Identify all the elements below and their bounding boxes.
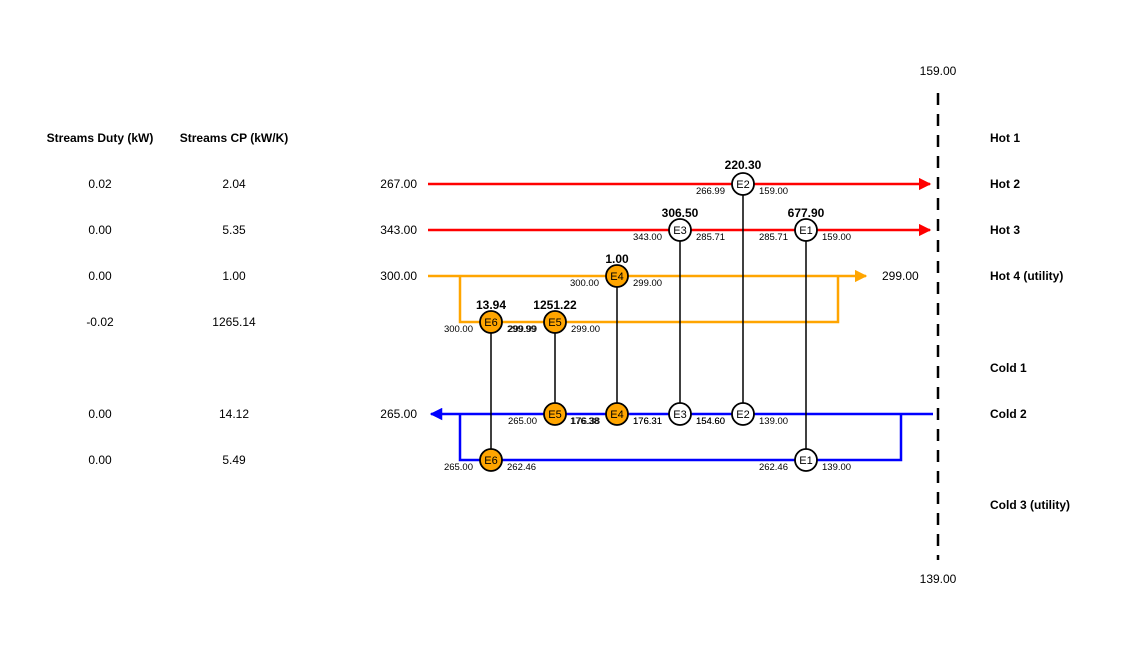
boundary-temp-bottom: 139.00 bbox=[920, 572, 957, 586]
stream-name-cold1: Cold 1 bbox=[990, 361, 1027, 375]
e1-hot-in-temp: 285.71 bbox=[759, 232, 788, 243]
hot4-inlet-temp: 300.00 bbox=[380, 269, 417, 283]
hot2-inlet-temp: 267.00 bbox=[380, 177, 417, 191]
duty-cold2: 0.00 bbox=[88, 407, 112, 421]
e2-hot-node[interactable] bbox=[731, 172, 755, 196]
e1-hot-out-temp: 159.00 bbox=[822, 232, 851, 243]
e5-cold-out-temp: 265.00 bbox=[508, 416, 537, 427]
cp-hot4: 1.00 bbox=[222, 269, 246, 283]
e5-hot-out-temp: 299.00 bbox=[571, 324, 600, 335]
cp-column-header: Streams CP (kW/K) bbox=[180, 131, 288, 145]
duty-hot4-branch: -0.02 bbox=[86, 315, 114, 329]
e3-cold-node[interactable] bbox=[668, 402, 692, 426]
e1-duty: 677.90 bbox=[788, 206, 825, 220]
e4-hot-in-temp: 300.00 bbox=[570, 278, 599, 289]
e2-cold-label: E2 bbox=[736, 409, 749, 421]
e3-cold-in-temp: 154.60 bbox=[696, 416, 725, 427]
e6-cold-label: E6 bbox=[484, 455, 497, 467]
cp-hot3: 5.35 bbox=[222, 223, 246, 237]
cold2-split-branch bbox=[458, 414, 903, 462]
cold2-outlet-temp: 265.00 bbox=[380, 407, 417, 421]
e6-hot-in-temp: 300.00 bbox=[444, 324, 473, 335]
e4-hot-label: E4 bbox=[610, 271, 623, 283]
e6-duty: 13.94 bbox=[476, 298, 506, 312]
e1-cold-out-temp: 262.46 bbox=[759, 462, 788, 473]
e2-hot-in-temp: 266.99 bbox=[696, 186, 725, 197]
e1-cold-node[interactable] bbox=[794, 448, 818, 472]
duty-hot2: 0.02 bbox=[88, 177, 112, 191]
e6-cold-in-temp: 262.46 bbox=[507, 462, 536, 473]
e3-duty: 306.50 bbox=[662, 206, 699, 220]
e5-hot-in-temp: 299.99 bbox=[508, 324, 537, 335]
e5-cold-in-temp: 176.38 bbox=[571, 416, 600, 427]
e2-cold-in-temp: 139.00 bbox=[759, 416, 788, 427]
stream-name-hot2: Hot 2 bbox=[990, 177, 1020, 191]
duty-hot4: 0.00 bbox=[88, 269, 112, 283]
hot3-inlet-temp: 343.00 bbox=[380, 223, 417, 237]
e5-cold-node[interactable] bbox=[543, 402, 567, 426]
e1-hot-label: E1 bbox=[799, 225, 812, 237]
cp-cold2: 14.12 bbox=[219, 407, 249, 421]
stream-name-hot4: Hot 4 (utility) bbox=[990, 269, 1063, 283]
e5-hot-node[interactable] bbox=[543, 310, 567, 334]
e6-cold-out-temp: 265.00 bbox=[444, 462, 473, 473]
cp-hot4-branch: 1265.14 bbox=[212, 315, 256, 329]
e6-hot-label: E6 bbox=[484, 317, 497, 329]
hot4-split-branch bbox=[458, 276, 840, 324]
e4-duty: 1.00 bbox=[605, 252, 629, 266]
stream-name-hot1: Hot 1 bbox=[990, 131, 1020, 145]
e1-hot-node[interactable] bbox=[794, 218, 818, 242]
e1-cold-label: E1 bbox=[799, 455, 812, 467]
stream-name-hot3: Hot 3 bbox=[990, 223, 1020, 237]
e2-hot-label: E2 bbox=[736, 179, 749, 191]
cp-cold2-branch: 5.49 bbox=[222, 453, 246, 467]
e3-hot-label: E3 bbox=[673, 225, 686, 237]
e3-hot-in-temp: 343.00 bbox=[633, 232, 662, 243]
e4-hot-node[interactable] bbox=[605, 264, 629, 288]
e3-hot-out-temp: 285.71 bbox=[696, 232, 725, 243]
e3-cold-label: E3 bbox=[673, 409, 686, 421]
duty-hot3: 0.00 bbox=[88, 223, 112, 237]
e5-hot-label: E5 bbox=[548, 317, 561, 329]
duty-cold2-branch: 0.00 bbox=[88, 453, 112, 467]
e6-cold-node[interactable] bbox=[479, 448, 503, 472]
e3-hot-node[interactable] bbox=[668, 218, 692, 242]
e4-cold-in-temp: 176.31 bbox=[633, 416, 662, 427]
e5-duty: 1251.22 bbox=[533, 298, 577, 312]
e2-cold-out-temp: 154.60 bbox=[696, 416, 725, 427]
e6-hot-out-temp: 299.99 bbox=[507, 324, 536, 335]
e4-cold-label: E4 bbox=[610, 409, 623, 421]
e2-duty: 220.30 bbox=[725, 158, 762, 172]
e2-hot-out-temp: 159.00 bbox=[759, 186, 788, 197]
e6-hot-node[interactable] bbox=[479, 310, 503, 334]
e5-cold-label: E5 bbox=[548, 409, 561, 421]
stream-name-cold3: Cold 3 (utility) bbox=[990, 498, 1070, 512]
e3-cold-out-temp: 176.31 bbox=[633, 416, 662, 427]
duty-column-header: Streams Duty (kW) bbox=[47, 131, 154, 145]
e1-cold-in-temp: 139.00 bbox=[822, 462, 851, 473]
hot4-outlet-temp: 299.00 bbox=[882, 269, 919, 283]
e2-cold-node[interactable] bbox=[731, 402, 755, 426]
e4-hot-out-temp: 299.00 bbox=[633, 278, 662, 289]
boundary-temp-top: 159.00 bbox=[920, 64, 957, 78]
e4-cold-out-temp: 176.38 bbox=[570, 416, 599, 427]
cp-hot2: 2.04 bbox=[222, 177, 246, 191]
e4-cold-node[interactable] bbox=[605, 402, 629, 426]
stream-name-cold2: Cold 2 bbox=[990, 407, 1027, 421]
